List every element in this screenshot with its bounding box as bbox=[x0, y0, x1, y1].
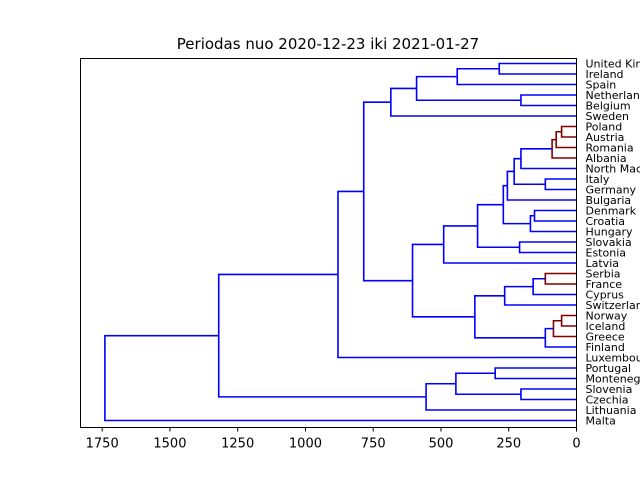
dendrogram-link bbox=[518, 241, 577, 254]
x-tick-label: 500 bbox=[429, 437, 454, 452]
leaf-label: United Kingdom bbox=[586, 58, 640, 71]
dendrogram-link bbox=[498, 62, 577, 75]
dendrogram-link bbox=[552, 319, 577, 338]
leaf-label: Portugal bbox=[586, 362, 632, 375]
x-tick-label: 1000 bbox=[289, 437, 322, 452]
dendrogram-link bbox=[544, 272, 577, 285]
dendrogram-link bbox=[425, 382, 577, 411]
leaf-label: France bbox=[586, 278, 623, 291]
leaf-label: Czechia bbox=[586, 394, 629, 407]
leaf-label: Switzerland bbox=[586, 299, 640, 312]
dendrogram-link bbox=[513, 157, 546, 186]
dendrogram-link bbox=[544, 178, 577, 191]
leaf-labels: United KingdomIrelandSpainNetherlandsBel… bbox=[586, 58, 640, 428]
chart-title: Periodas nuo 2020-12-23 iki 2021-01-27 bbox=[177, 35, 479, 53]
leaf-label: Estonia bbox=[586, 247, 627, 260]
dendrogram-link bbox=[390, 87, 577, 117]
x-tick-label: 1750 bbox=[86, 437, 119, 452]
x-tick-label: 1500 bbox=[153, 437, 186, 452]
dendrogram-link bbox=[560, 125, 577, 138]
x-tick-label: 0 bbox=[572, 437, 580, 452]
dendrogram-link bbox=[520, 94, 577, 107]
leaf-label: Cyprus bbox=[586, 289, 625, 302]
leaf-label: Romania bbox=[586, 142, 634, 155]
leaf-label: Hungary bbox=[586, 226, 633, 239]
dendrogram-link bbox=[456, 67, 577, 86]
leaf-label: Slovakia bbox=[586, 236, 632, 249]
leaf-label: Germany bbox=[586, 184, 637, 197]
leaf-label: Bulgaria bbox=[586, 194, 632, 207]
dendrogram-link bbox=[494, 367, 577, 380]
leaf-label: Poland bbox=[586, 121, 623, 134]
dendrogram-link bbox=[532, 277, 577, 296]
leaf-label: Albania bbox=[586, 152, 627, 165]
leaf-label: Belgium bbox=[586, 100, 631, 113]
dendrogram-link bbox=[520, 388, 577, 401]
leaf-label: Italy bbox=[586, 173, 610, 186]
leaf-label: Ireland bbox=[586, 68, 624, 81]
x-tick-label: 250 bbox=[496, 437, 521, 452]
dendrogram-link bbox=[533, 209, 577, 222]
leaf-label: Spain bbox=[586, 79, 617, 92]
leaf-label: Greece bbox=[586, 331, 625, 344]
leaf-label: Iceland bbox=[586, 320, 626, 333]
dendrogram-link bbox=[529, 214, 577, 233]
leaf-label: Sweden bbox=[586, 110, 629, 123]
leaf-label: Norway bbox=[586, 310, 628, 323]
dendrogram-link bbox=[551, 138, 577, 159]
leaf-label: Netherlands bbox=[586, 89, 640, 102]
leaf-label: Finland bbox=[586, 341, 625, 354]
leaf-label: Slovenia bbox=[586, 383, 633, 396]
dendrogram-link bbox=[476, 203, 520, 249]
dendrogram-link bbox=[104, 334, 577, 422]
x-axis: 1750 1500 1250 1000 750 500 250 0 bbox=[86, 427, 581, 452]
dendrogram-link bbox=[503, 285, 577, 306]
leaf-label: Austria bbox=[586, 131, 625, 144]
dendrogram-link bbox=[455, 372, 521, 396]
dendrogram-link bbox=[502, 184, 531, 225]
leaf-label: Croatia bbox=[586, 215, 626, 228]
leaf-label: Luxembourg bbox=[586, 352, 640, 365]
dendrogram-link bbox=[337, 190, 577, 359]
dendrogram-link bbox=[506, 170, 577, 201]
dendrogram-link bbox=[544, 327, 577, 348]
dendrogram-link bbox=[560, 314, 577, 327]
leaf-label: Denmark bbox=[586, 205, 637, 218]
dendrogram-link bbox=[415, 75, 521, 102]
x-tick-label: 1250 bbox=[221, 437, 254, 452]
leaf-label: Latvia bbox=[586, 257, 620, 270]
x-tick-label: 750 bbox=[361, 437, 386, 452]
leaf-label: Serbia bbox=[586, 268, 621, 281]
leaf-label: North Macedonia bbox=[586, 163, 640, 176]
leaf-label: Lithuania bbox=[586, 404, 637, 417]
dendrogram-link bbox=[474, 295, 546, 339]
dendrogram-links bbox=[104, 62, 577, 422]
leaf-label: Montenegro bbox=[586, 373, 640, 386]
dendrogram-link bbox=[217, 273, 427, 398]
dendrogram-link bbox=[411, 243, 475, 318]
plot-frame bbox=[80, 58, 577, 428]
leaf-label: Malta bbox=[586, 415, 616, 428]
dendrogram-link bbox=[362, 101, 413, 282]
dendrogram-link bbox=[555, 130, 577, 149]
